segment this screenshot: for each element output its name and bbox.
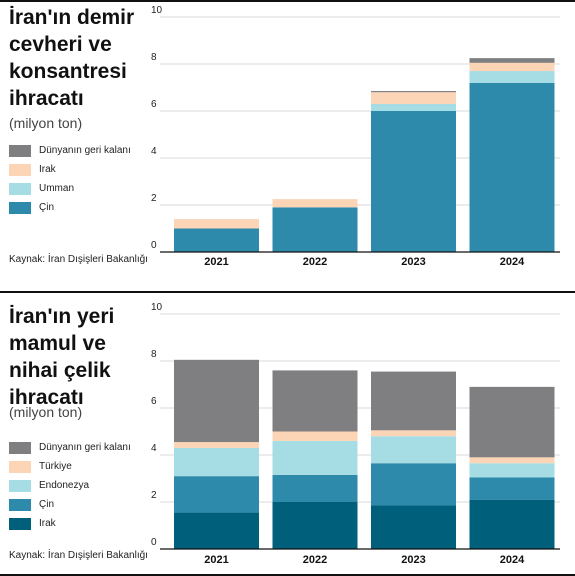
bar-segment-irak-2024 — [469, 499, 555, 549]
legend-swatch — [9, 163, 31, 176]
legend-swatch — [9, 144, 31, 157]
chart-1-source: Kaynak: İran Dışişleri Bakanlığı — [9, 254, 148, 265]
bar-segment-irak-2023 — [371, 92, 456, 104]
bar-segment-irak-2022 — [272, 502, 358, 549]
legend-label: Çin — [39, 202, 55, 213]
y-tick-label: 0 — [151, 537, 157, 548]
bar-segment-endonezya-2023 — [371, 436, 456, 464]
chart-1-plot: 0 2 4 6 8 10 2021 2022 2023 2024 — [151, 5, 560, 268]
x-tick-label: 2024 — [500, 256, 525, 268]
legend-item-in: Çin — [9, 495, 131, 514]
legend-label: Çin — [39, 499, 55, 510]
bar-segment-d-nyan-n-geri-kalan-2022 — [272, 370, 358, 432]
x-tick-label: 2024 — [500, 554, 525, 566]
bar-segment-irak-2021 — [174, 512, 259, 549]
legend-label: Türkiye — [39, 461, 72, 472]
y-tick-label: 2 — [151, 490, 157, 501]
y-tick-label: 10 — [151, 5, 163, 16]
bar-segment-d-nyan-n-geri-kalan-2024 — [469, 386, 555, 458]
chart-2-legend: Dünyanın geri kalanı Türkiye Endonezya Çin I… — [9, 438, 131, 533]
legend-label: Irak — [39, 518, 56, 529]
bar-segment-in-2024 — [469, 82, 555, 252]
bar-segment-d-nyan-n-geri-kalan-2021 — [174, 359, 259, 443]
chart-2-source: Kaynak: İran Dışişleri Bakanlığı — [9, 550, 148, 561]
bar-segment-irak-2024 — [469, 62, 555, 72]
bar-segment-in-2023 — [371, 463, 456, 506]
bar-segment-in-2023 — [371, 111, 456, 252]
middle-rule — [0, 291, 575, 293]
bar-segment-in-2022 — [272, 474, 358, 502]
legend-swatch — [9, 201, 31, 214]
bar-segment-irak-2022 — [272, 199, 358, 208]
bar-segment-t-rkiye-2023 — [371, 430, 456, 437]
chart-1-title: İran'ın demir cevheri ve konsantresi ihr… — [9, 6, 135, 110]
bar-segment-d-nyan-n-geri-kalan-2023 — [371, 371, 456, 431]
y-tick-label: 2 — [151, 193, 157, 204]
x-tick-label: 2022 — [303, 554, 327, 566]
legend-swatch — [9, 460, 31, 473]
bar-segment-irak-2021 — [174, 219, 259, 229]
bar-segment-in-2024 — [469, 477, 555, 500]
bar-segment-in-2021 — [174, 228, 259, 252]
legend-label: Irak — [39, 164, 56, 175]
y-tick-label: 0 — [151, 240, 157, 251]
y-tick-label: 10 — [151, 302, 163, 313]
legend-label: Dünyanın geri kalanı — [39, 442, 131, 453]
bar-segment-in-2022 — [272, 207, 358, 252]
legend-label: Umman — [39, 183, 75, 194]
chart-1-legend: Dünyanın geri kalanı Irak Umman Çin — [9, 141, 131, 217]
bar-segment-umman-2024 — [469, 71, 555, 83]
legend-item-irak: Irak — [9, 514, 131, 533]
bar-segment-t-rkiye-2024 — [469, 457, 555, 464]
bar-segment-t-rkiye-2021 — [174, 442, 259, 448]
bar-segment-d-nyan-n-geri-kalan-2023 — [371, 91, 456, 93]
bar-segment-d-nyan-n-geri-kalan-2024 — [469, 58, 555, 63]
legend-swatch — [9, 479, 31, 492]
bottom-rule — [0, 574, 575, 576]
bar-segment-endonezya-2021 — [174, 447, 259, 477]
y-tick-label: 8 — [151, 349, 157, 360]
legend-swatch — [9, 441, 31, 454]
y-tick-label: 6 — [151, 99, 157, 110]
legend-item-d-nyan-n-geri-kalan: Dünyanın geri kalanı — [9, 438, 131, 457]
bar-segment-endonezya-2024 — [469, 463, 555, 478]
chart-1-unit: (milyon ton) — [9, 115, 83, 131]
legend-item-umman: Umman — [9, 179, 131, 198]
y-tick-label: 4 — [151, 443, 157, 454]
y-tick-label: 8 — [151, 52, 157, 63]
legend-swatch — [9, 498, 31, 511]
bar-segment-t-rkiye-2022 — [272, 431, 358, 441]
x-tick-label: 2021 — [204, 554, 228, 566]
chart-2-unit: (milyon ton) — [9, 404, 83, 420]
bar-segment-umman-2023 — [371, 103, 456, 111]
legend-item-endonezya: Endonezya — [9, 476, 131, 495]
chart-2-title: İran'ın yeri mamul ve nihai çelik ihraca… — [9, 305, 115, 409]
legend-label: Endonezya — [39, 480, 90, 491]
x-tick-label: 2023 — [401, 554, 425, 566]
chart-2-plot: 0 2 4 6 8 10 2021 2022 2023 2024 — [151, 302, 560, 566]
legend-item-irak: Irak — [9, 160, 131, 179]
bar-segment-irak-2023 — [371, 505, 456, 549]
legend-item-t-rkiye: Türkiye — [9, 457, 131, 476]
legend-swatch — [9, 517, 31, 530]
bar-segment-endonezya-2022 — [272, 440, 358, 475]
top-rule — [0, 0, 575, 2]
legend-item-in: Çin — [9, 198, 131, 217]
legend-swatch — [9, 182, 31, 195]
legend-item-d-nyan-n-geri-kalan: Dünyanın geri kalanı — [9, 141, 131, 160]
y-tick-label: 6 — [151, 396, 157, 407]
bar-segment-in-2021 — [174, 476, 259, 513]
x-tick-label: 2023 — [401, 256, 425, 268]
x-tick-label: 2022 — [303, 256, 327, 268]
legend-label: Dünyanın geri kalanı — [39, 145, 131, 156]
y-tick-label: 4 — [151, 146, 157, 157]
x-tick-label: 2021 — [204, 256, 228, 268]
